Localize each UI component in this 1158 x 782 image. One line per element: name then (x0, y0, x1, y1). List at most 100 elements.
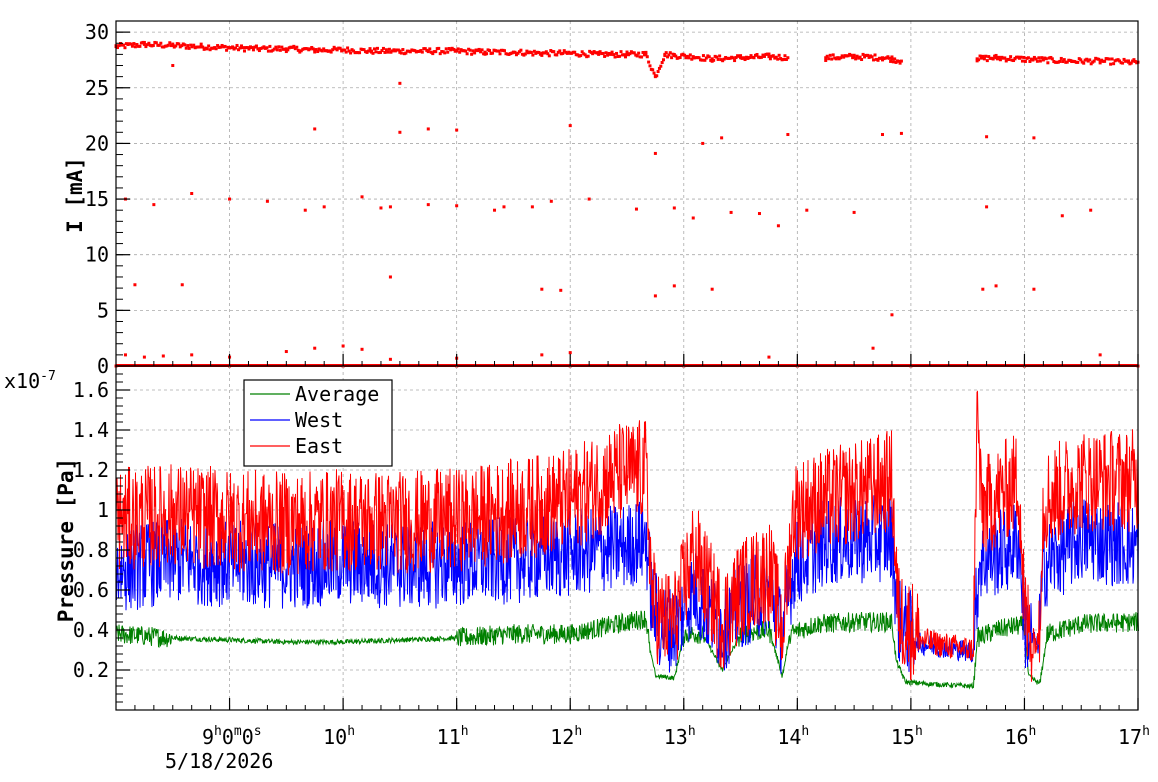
pressure-lines (115, 390, 1139, 690)
x-tick-hour: 16 (1004, 725, 1028, 749)
current-band-point (748, 56, 752, 60)
current-band-point (618, 54, 622, 58)
current-band-point (434, 50, 438, 54)
current-band-point (444, 47, 448, 51)
current-band-point (1129, 61, 1133, 65)
current-band-point (603, 54, 607, 58)
current-band-point (513, 50, 517, 54)
current-band-point (561, 51, 565, 55)
current-band-point (449, 48, 453, 52)
current-band-point (311, 47, 315, 51)
first-tick-m-suffix: m (234, 724, 242, 739)
current-band-point (375, 46, 379, 50)
current-band-point (1065, 60, 1069, 64)
current-point (142, 355, 146, 359)
current-band-point (1032, 55, 1036, 59)
current-band-point (456, 47, 460, 51)
current-band-point (1097, 57, 1101, 61)
current-band-point (296, 48, 300, 52)
current-point (388, 205, 392, 209)
current-band-point (295, 45, 299, 49)
current-band-point (855, 54, 859, 58)
current-band-point (343, 48, 347, 52)
current-point (228, 197, 232, 201)
current-band-point (707, 55, 711, 59)
current-band-point (712, 58, 716, 62)
current-band-point (266, 49, 270, 53)
current-band-point (1004, 59, 1008, 63)
current-band-point (731, 56, 735, 60)
current-band-point (278, 48, 282, 52)
current-band-point (873, 53, 877, 57)
current-y-tick-label: 20 (85, 131, 109, 155)
current-band-point (251, 48, 255, 52)
current-band-point (497, 49, 501, 53)
current-band-point (891, 60, 895, 64)
current-band-point (166, 43, 170, 47)
current-point (303, 208, 307, 212)
current-band-point (872, 58, 876, 62)
current-panel: 0 5 10 15 20 25 30 I [mA] (63, 20, 1140, 378)
current-point (398, 81, 402, 85)
current-band-point (700, 58, 704, 62)
current-point (388, 357, 392, 361)
current-band-point (214, 47, 218, 51)
current-band-point (678, 56, 682, 60)
current-point (388, 275, 392, 279)
current-band-point (1103, 59, 1107, 63)
current-band-point (190, 45, 194, 49)
legend: Average West East (243, 379, 393, 467)
current-band-point (994, 53, 998, 57)
current-point (455, 128, 459, 132)
current-band-point (242, 49, 246, 53)
current-band-point (446, 50, 450, 54)
current-band-point (641, 50, 645, 54)
first-tick-h-suffix: h (214, 724, 222, 739)
pressure-y-tick-label: 0.6 (73, 578, 109, 602)
current-band-point (250, 46, 254, 50)
x-tick-label: 12h (550, 724, 582, 749)
current-band-point (130, 44, 134, 48)
current-y-tick-label: 30 (85, 20, 109, 44)
current-band-point (1079, 58, 1083, 62)
pressure-y-tick-label: 0.8 (73, 538, 109, 562)
current-band-point (1112, 62, 1116, 66)
current-point (161, 354, 165, 358)
current-band-point (256, 47, 260, 51)
current-band-point (622, 53, 626, 57)
current-point (985, 135, 989, 139)
current-band-point (774, 55, 778, 59)
current-band-point (205, 47, 209, 51)
current-band-point (132, 42, 136, 46)
current-band-point (586, 54, 590, 58)
current-band-point (1082, 61, 1086, 65)
current-band-point (1135, 61, 1139, 65)
current-band-point (683, 53, 687, 57)
current-band-point (502, 49, 506, 53)
current-y-tick-label: 15 (85, 187, 109, 211)
current-band-point (347, 49, 351, 53)
current-band-point (231, 45, 235, 49)
current-band-point (659, 64, 663, 68)
current-band-point (759, 55, 763, 59)
current-band-point (648, 64, 652, 68)
current-band-point (540, 53, 544, 57)
current-band-point (755, 53, 759, 57)
current-band-point (609, 52, 613, 56)
current-band-point (1062, 58, 1066, 62)
current-band-point (615, 51, 619, 55)
pressure-axis-title: Pressure [Pa] (54, 458, 78, 622)
current-band-point (387, 47, 391, 51)
current-band-point (660, 61, 664, 65)
current-band-point (423, 47, 427, 51)
x-tick-suffix: h (574, 724, 582, 739)
current-band-point (752, 56, 756, 60)
current-band-point (367, 49, 371, 53)
current-band-point (192, 43, 196, 47)
current-point (985, 205, 989, 209)
current-band-point (591, 52, 595, 56)
current-band-point (1092, 59, 1096, 63)
current-band-point (722, 57, 726, 61)
current-band-point (335, 48, 339, 52)
